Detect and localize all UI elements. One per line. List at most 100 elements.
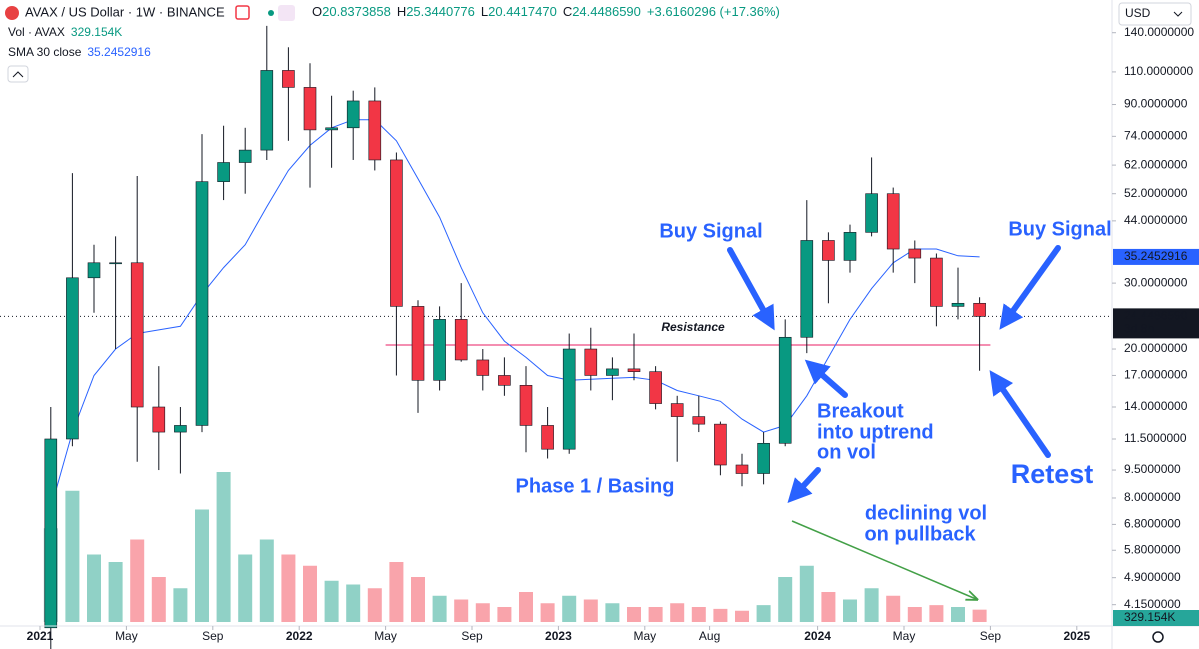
currency-label: USD: [1125, 6, 1151, 20]
volume-legend[interactable]: Vol · AVAX 329.154K: [8, 25, 122, 39]
candle-body: [519, 385, 533, 426]
candle-body: [260, 70, 274, 151]
y-tick-label: 6.8000000: [1124, 517, 1181, 531]
alert-icon[interactable]: [235, 5, 250, 20]
candle-body: [865, 193, 878, 233]
annotation: Breakout: [817, 400, 904, 422]
volume-bar: [648, 607, 663, 622]
arrow: [999, 245, 1061, 330]
candle-body: [130, 262, 144, 408]
candle-body: [303, 87, 317, 131]
x-tick-label: Sep: [980, 629, 1002, 643]
volume-bar: [259, 539, 274, 622]
candle-body: [606, 368, 619, 376]
candle-body: [368, 100, 382, 161]
arrow: [727, 247, 775, 331]
volume-bar: [411, 577, 425, 622]
candle-body: [670, 403, 684, 417]
x-tick-label: 2023: [545, 629, 572, 643]
candle-body: [584, 348, 598, 376]
arrow: [787, 467, 821, 504]
ohlc-value: 20.4417470: [488, 4, 557, 19]
volume-bar: [843, 599, 857, 622]
candle-body: [433, 319, 446, 381]
y-tick-label: 8.0000000: [1124, 490, 1181, 504]
arrow: [989, 370, 1051, 458]
volume-bar: [864, 588, 879, 622]
volume-bar: [562, 595, 577, 622]
candle-body: [973, 302, 986, 317]
ohlc-label: O: [312, 4, 322, 19]
annotation: Retest: [1011, 459, 1094, 489]
status-dot: [268, 10, 274, 16]
volume-bar: [87, 554, 101, 622]
y-tick-label: 30.0000000: [1124, 275, 1188, 289]
x-tick-label: May: [115, 629, 138, 643]
ohlc-value: 25.3440776: [406, 4, 475, 19]
volume-bar: [756, 605, 771, 622]
candle-body: [778, 336, 792, 444]
y-tick-label: 5.8000000: [1124, 542, 1181, 556]
candle-body: [390, 159, 403, 307]
countdown-label: 3d 8h: [1124, 322, 1154, 336]
x-tick-label: May: [633, 629, 656, 643]
volume-bar: [281, 554, 296, 622]
ohlc-value: 24.4486590: [572, 4, 641, 19]
volume-bar: [778, 577, 793, 622]
volume-bar: [907, 607, 922, 622]
candle-body: [411, 306, 425, 381]
volume-bar: [151, 577, 166, 622]
currency-select[interactable]: [1118, 2, 1192, 26]
candle-body: [282, 70, 295, 88]
candle-body: [66, 277, 79, 440]
price-badge: [1113, 308, 1199, 339]
ohlc-label: C: [563, 4, 572, 19]
sma-legend[interactable]: SMA 30 close 35.2452916: [8, 45, 151, 59]
volume-bar: [519, 592, 533, 622]
volume-bar: [799, 565, 814, 622]
volume-badge: [1113, 610, 1199, 626]
volume-bar: [627, 607, 641, 622]
candle-body: [951, 302, 965, 307]
volume-bar: [540, 603, 555, 622]
candle-body: [87, 262, 101, 279]
collapse-icon: [12, 71, 24, 78]
volume-bar: [454, 599, 469, 622]
candle-body: [735, 464, 749, 474]
volume-bar: [173, 588, 188, 622]
volume-bar: [346, 584, 361, 622]
candle-body: [325, 127, 338, 131]
y-tick-label: 14.0000000: [1124, 399, 1188, 413]
volume-bar: [238, 554, 253, 622]
volume-bar: [713, 608, 728, 622]
volume-bar: [497, 607, 512, 622]
sma-badge: [1113, 248, 1199, 265]
y-tick-label: 110.0000000: [1124, 64, 1194, 78]
collapse-button[interactable]: [7, 65, 29, 83]
y-tick-label: 17.0000000: [1124, 368, 1188, 382]
settings-icon[interactable]: [1152, 631, 1164, 643]
arrow: [804, 359, 848, 398]
y-tick-label: 4.1500000: [1124, 597, 1181, 611]
y-tick-label: 90.0000000: [1124, 97, 1188, 111]
volume-bar: [972, 609, 987, 622]
volume-bar: [951, 607, 965, 622]
annotation: into uptrend: [817, 421, 934, 443]
volume-bar: [324, 580, 339, 622]
change-value: +3.6160296 (+17.36%): [647, 4, 780, 19]
candle-body: [152, 406, 166, 433]
symbol-title[interactable]: AVAX / US Dollar · 1W · BINANCE: [25, 4, 225, 19]
x-tick-label: May: [893, 629, 916, 643]
price-label: 24.4486590: [1124, 309, 1188, 323]
x-tick-label: Aug: [699, 629, 720, 643]
candle-body: [757, 442, 770, 474]
annotation: on vol: [817, 441, 876, 463]
annotation: on pullback: [864, 523, 976, 545]
x-tick-label: 2022: [286, 629, 313, 643]
volume-bar: [605, 603, 620, 622]
indicator-icon[interactable]: [278, 5, 295, 21]
symbol-logo: [5, 6, 19, 20]
candle-body: [476, 359, 490, 376]
candle-body: [649, 371, 662, 404]
